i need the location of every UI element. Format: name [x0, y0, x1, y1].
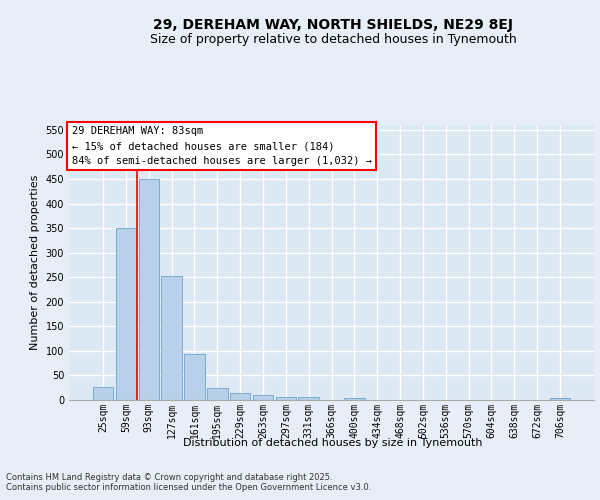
Bar	[161, 276, 182, 400]
Bar	[116, 228, 136, 400]
Text: 29, DEREHAM WAY, NORTH SHIELDS, NE29 8EJ: 29, DEREHAM WAY, NORTH SHIELDS, NE29 8EJ	[153, 18, 513, 32]
Bar	[344, 398, 365, 400]
Text: Contains HM Land Registry data © Crown copyright and database right 2025.
Contai: Contains HM Land Registry data © Crown c…	[6, 472, 371, 492]
Bar	[207, 388, 227, 400]
Y-axis label: Number of detached properties: Number of detached properties	[30, 175, 40, 350]
Text: Distribution of detached houses by size in Tynemouth: Distribution of detached houses by size …	[183, 438, 483, 448]
Bar	[184, 354, 205, 400]
Bar	[275, 397, 296, 400]
Bar	[298, 397, 319, 400]
Bar	[139, 179, 159, 400]
Bar	[550, 398, 570, 400]
Bar	[93, 386, 113, 400]
Text: 29 DEREHAM WAY: 83sqm
← 15% of detached houses are smaller (184)
84% of semi-det: 29 DEREHAM WAY: 83sqm ← 15% of detached …	[71, 126, 371, 166]
Bar	[253, 394, 273, 400]
Text: Size of property relative to detached houses in Tynemouth: Size of property relative to detached ho…	[149, 32, 517, 46]
Bar	[230, 393, 250, 400]
